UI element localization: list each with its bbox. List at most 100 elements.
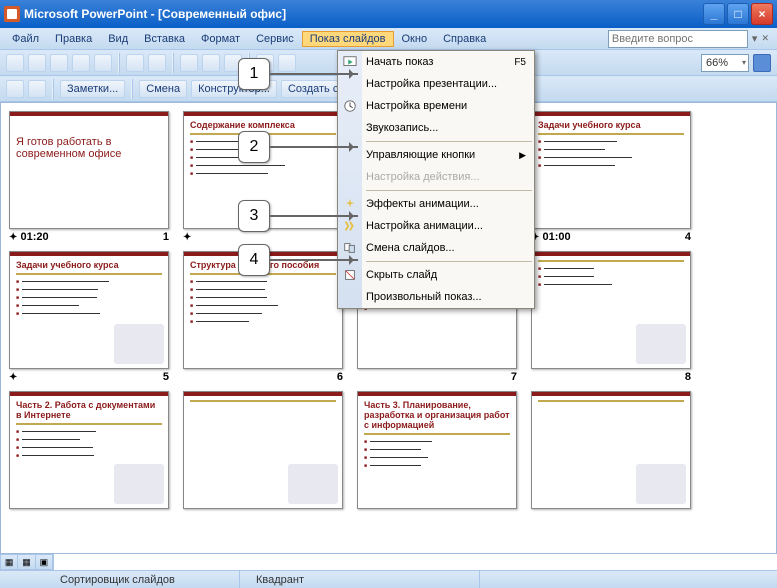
menu-edit[interactable]: Правка	[47, 31, 100, 47]
menu-item-label: Настройка презентации...	[366, 78, 526, 90]
window-title: Microsoft PowerPoint - [Современный офис…	[24, 7, 703, 21]
slide-thumbnail[interactable]: 8	[531, 251, 691, 383]
status-center: Квадрант	[240, 571, 480, 588]
menu-divider	[366, 261, 532, 262]
spellcheck-button[interactable]	[126, 54, 144, 72]
menu-item-label: Смена слайдов...	[366, 242, 526, 254]
rehearse-button[interactable]	[28, 80, 46, 98]
app-icon	[4, 6, 20, 22]
separator	[118, 53, 120, 73]
callout-arrow-icon	[270, 146, 358, 148]
slide-thumbnail[interactable]	[531, 391, 691, 511]
menu-window[interactable]: Окно	[394, 31, 436, 47]
cut-button[interactable]	[180, 54, 198, 72]
menu-item[interactable]: Смена слайдов...	[338, 237, 534, 259]
slide-meta: ✦ 2	[183, 231, 343, 243]
callout-arrow-icon	[270, 73, 358, 75]
menu-divider	[366, 190, 532, 191]
blank-icon	[340, 169, 360, 185]
menu-item[interactable]: Скрыть слайд	[338, 264, 534, 286]
menu-item: Настройка действия...	[338, 166, 534, 188]
slide-meta: 6	[183, 371, 343, 383]
animation-icon: ✦	[9, 372, 17, 383]
menu-view[interactable]: Вид	[100, 31, 136, 47]
help-button[interactable]	[753, 54, 771, 72]
slide-thumbnail[interactable]: Я готов работать в современном офисе✦ 01…	[9, 111, 169, 243]
slide-thumbnail[interactable]: Задачи учебного курса✦ 01:004	[531, 111, 691, 243]
menu-item-label: Настройка действия...	[366, 171, 526, 183]
menu-item[interactable]: Настройка презентации...	[338, 73, 534, 95]
menu-item-label: Начать показ	[366, 56, 514, 68]
statusbar: Сортировщик слайдов Квадрант	[0, 570, 777, 588]
clock-icon	[340, 98, 360, 114]
callout-arrow-icon	[270, 259, 358, 261]
close-button[interactable]: ×	[751, 3, 773, 25]
menu-item-label: Звукозапись...	[366, 122, 526, 134]
callout-number: 3	[238, 200, 270, 232]
menu-item[interactable]: Начать показF5	[338, 51, 534, 73]
slide-meta: ✦ 01:201	[9, 231, 169, 243]
separator	[172, 53, 174, 73]
hide-slide-button[interactable]	[6, 80, 24, 98]
slide-number: 7	[511, 371, 517, 383]
submenu-arrow-icon: ▶	[519, 150, 526, 161]
zoom-combo[interactable]: 66%	[701, 54, 749, 72]
menu-help[interactable]: Справка	[435, 31, 494, 47]
separator	[131, 79, 133, 99]
menu-tools[interactable]: Сервис	[248, 31, 302, 47]
print-button[interactable]	[94, 54, 112, 72]
menu-shortcut: F5	[514, 57, 526, 68]
normal-view-button[interactable]: ▦	[1, 555, 18, 569]
animation-icon: ✦	[183, 232, 191, 243]
slideshow-menu: Начать показF5 Настройка презентации... На…	[337, 50, 535, 309]
copy-button[interactable]	[202, 54, 220, 72]
slide-thumbnail[interactable]	[183, 391, 343, 511]
callout-number: 2	[238, 131, 270, 163]
ask-question-input[interactable]	[608, 30, 748, 48]
menu-item[interactable]: Настройка времени	[338, 95, 534, 117]
menubar: Файл Правка Вид Вставка Формат Сервис По…	[0, 28, 777, 50]
doc-close-icon[interactable]: ✕	[761, 33, 769, 44]
save-button[interactable]	[50, 54, 68, 72]
menu-item[interactable]: Произвольный показ...	[338, 286, 534, 308]
menu-item[interactable]: Управляющие кнопки▶	[338, 144, 534, 166]
titlebar: Microsoft PowerPoint - [Современный офис…	[0, 0, 777, 28]
transition-button[interactable]: Смена	[139, 80, 187, 98]
research-button[interactable]	[148, 54, 166, 72]
callout: 4	[238, 244, 358, 276]
view-buttons: ▦ ▦ ▣	[0, 554, 54, 570]
maximize-button[interactable]: □	[727, 3, 749, 25]
menu-file[interactable]: Файл	[4, 31, 47, 47]
slide-number: 6	[337, 371, 343, 383]
slide-number: 1	[163, 231, 169, 243]
slide-number: 8	[685, 371, 691, 383]
menu-item-label: Эффекты анимации...	[366, 198, 526, 210]
slide-thumbnail[interactable]: Задачи учебного курса✦ 5	[9, 251, 169, 383]
sorter-view-button[interactable]: ▦	[18, 555, 35, 569]
notes-button[interactable]: Заметки...	[60, 80, 125, 98]
slide-meta: ✦ 01:004	[531, 231, 691, 243]
slide-number: 4	[685, 231, 691, 243]
callout: 2	[238, 131, 358, 163]
separator	[52, 79, 54, 99]
menu-divider	[366, 141, 532, 142]
slide-thumbnail[interactable]: Часть 3. Планирование, разработка и орга…	[357, 391, 517, 511]
callout-arrow-icon	[270, 215, 358, 217]
menu-item[interactable]: Эффекты анимации...	[338, 193, 534, 215]
slide-meta: 7	[357, 371, 517, 383]
menu-insert[interactable]: Вставка	[136, 31, 193, 47]
menu-item[interactable]: Звукозапись...	[338, 117, 534, 139]
new-button[interactable]	[6, 54, 24, 72]
ask-dropdown-icon[interactable]: ▾	[752, 32, 758, 45]
menu-item[interactable]: Настройка анимации...	[338, 215, 534, 237]
open-button[interactable]	[28, 54, 46, 72]
callout: 3	[238, 200, 358, 232]
slide-thumbnail[interactable]: Часть 2. Работа с документами в Интернет…	[9, 391, 169, 511]
status-left: Сортировщик слайдов	[0, 571, 240, 588]
menu-format[interactable]: Формат	[193, 31, 248, 47]
slideshow-view-button[interactable]: ▣	[36, 555, 53, 569]
permission-button[interactable]	[72, 54, 90, 72]
menu-slideshow[interactable]: Показ слайдов	[302, 31, 394, 47]
blank-icon	[340, 289, 360, 305]
minimize-button[interactable]: _	[703, 3, 725, 25]
